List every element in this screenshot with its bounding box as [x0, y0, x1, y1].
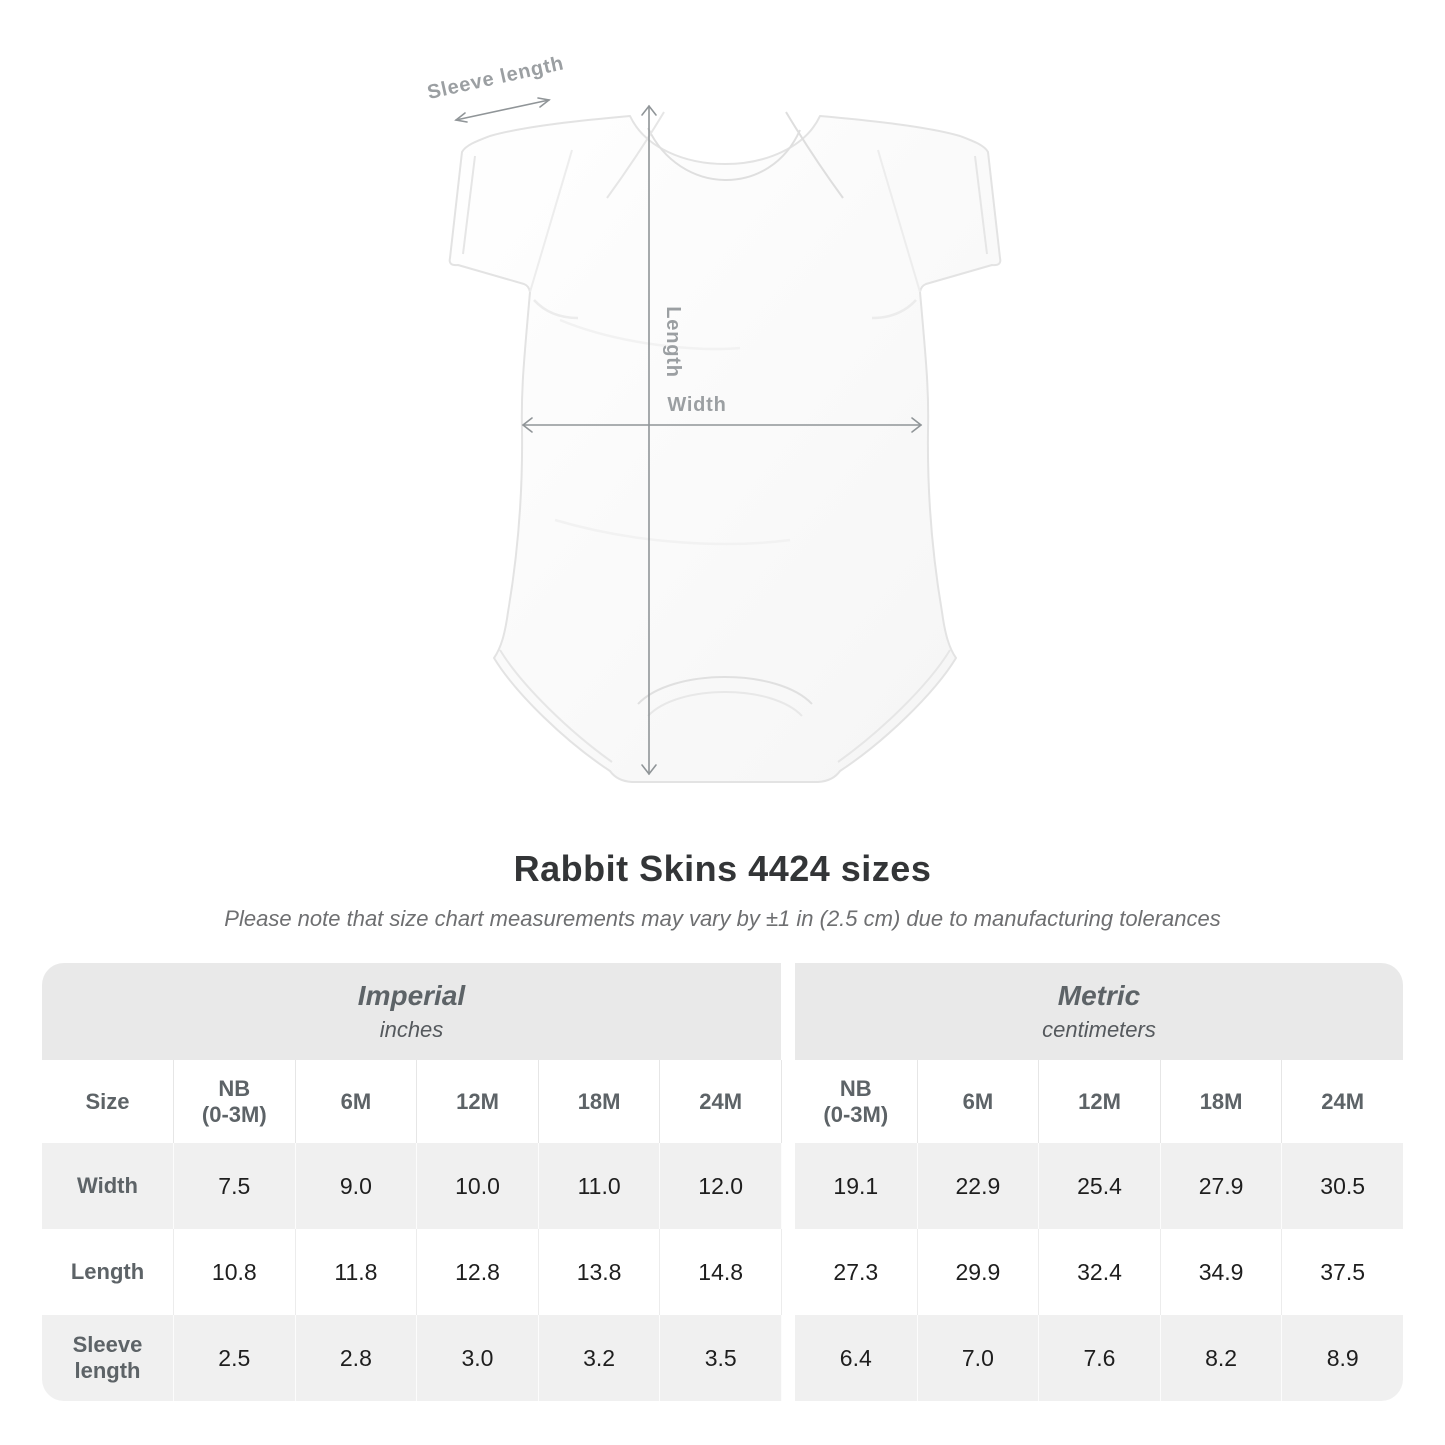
measurement-value: 8.2 — [1159, 1315, 1282, 1401]
left-cuff-band — [462, 155, 476, 255]
infant-bodysuit-drawing — [448, 111, 1002, 783]
measurement-value: 10.0 — [416, 1143, 538, 1229]
col-header-imperial-24m: 24M — [659, 1060, 781, 1143]
measurement-value: 19.1 — [833, 1172, 879, 1199]
imperial-section-header: Imperial inches — [42, 963, 781, 1060]
table-row-length: Length 10.8 11.8 12.8 13.8 14.8 27.3 29.… — [42, 1229, 1403, 1315]
right-armhole-seam — [877, 149, 921, 293]
measurement-value: 13.8 — [537, 1229, 660, 1315]
page-title: Rabbit Skins 4424 sizes — [513, 848, 932, 889]
tolerance-note: Please note that size chart measurements… — [224, 906, 1221, 931]
measurement-value: 32.4 — [1038, 1229, 1160, 1315]
unit-system-row: Imperial inches Metric centimeters — [42, 963, 1403, 1060]
left-leg-binding — [499, 649, 613, 763]
wrinkle-line — [554, 518, 791, 546]
measurement-value: 12.0 — [659, 1143, 781, 1229]
col-header-imperial-18m: 18M — [537, 1060, 660, 1143]
metric-section-header: Metric centimeters — [795, 963, 1403, 1060]
section-divider — [780, 1143, 795, 1229]
measurement-value: 29.9 — [916, 1229, 1039, 1315]
imperial-section-title: Imperial — [357, 980, 466, 1011]
measurement-value: 27.3 — [833, 1258, 879, 1285]
col-header-metric-18m: 18M — [1159, 1060, 1282, 1143]
metric-section-title: Metric — [1057, 980, 1141, 1011]
col-header-imperial-6m: 6M — [294, 1060, 417, 1143]
length-label: Length — [662, 306, 684, 377]
measurement-value: 37.5 — [1281, 1229, 1403, 1315]
col-header-imperial-nb: NB (0-3M) — [173, 1060, 295, 1143]
sleeve-length-label: Sleeve length — [425, 52, 566, 104]
measurement-value: 10.8 — [173, 1229, 295, 1315]
table-row-width: Width 7.5 9.0 10.0 11.0 12.0 19.1 22.9 2… — [42, 1143, 1403, 1229]
measurement-value: 6.4 — [839, 1344, 872, 1371]
measurement-value: 22.9 — [916, 1143, 1039, 1229]
bodysuit-illustration: Sleeve length Length Width — [425, 52, 1002, 783]
armpit-shadow — [871, 299, 917, 320]
left-lap-seam — [606, 111, 665, 199]
left-armhole-seam — [529, 149, 573, 293]
wrinkle-line — [559, 318, 741, 351]
measurement-value: 11.0 — [537, 1143, 660, 1229]
col-header-imperial-12m: 12M — [416, 1060, 538, 1143]
measurement-value: 11.8 — [294, 1229, 417, 1315]
imperial-section-unit: inches — [379, 1017, 444, 1042]
col-header-metric-nb: NB (0-3M) — [823, 1075, 889, 1127]
size-header-row: Size NB (0-3M) 6M 12M 18M 24M NB (0-3M) … — [42, 1060, 1403, 1143]
col-header-metric-12m: 12M — [1038, 1060, 1160, 1143]
col-header-metric-6m: 6M — [916, 1060, 1039, 1143]
measurement-value: 34.9 — [1159, 1229, 1282, 1315]
section-divider — [780, 1229, 795, 1315]
measurement-value: 9.0 — [294, 1143, 417, 1229]
armpit-shadow — [533, 299, 579, 320]
col-header-metric-24m: 24M — [1281, 1060, 1403, 1143]
measurement-value: 12.8 — [416, 1229, 538, 1315]
measurement-value: 7.5 — [173, 1143, 295, 1229]
row-label: Sleeve length — [72, 1332, 143, 1383]
row-label: Width — [77, 1173, 138, 1198]
measurement-value: 3.2 — [537, 1315, 660, 1401]
row-label: Length — [70, 1259, 145, 1284]
measurement-value: 2.8 — [294, 1315, 417, 1401]
crotch-flap-binding-inner — [647, 691, 803, 717]
measurement-value: 7.6 — [1038, 1315, 1160, 1401]
right-cuff-band — [974, 155, 988, 255]
section-divider — [780, 1315, 795, 1401]
crotch-flap-binding-outer — [637, 676, 813, 705]
width-arrow — [521, 417, 923, 433]
section-divider — [780, 1060, 795, 1143]
size-chart-table: Imperial inches Metric centimeters Size … — [42, 963, 1403, 1401]
width-label: Width — [667, 394, 726, 416]
table-row-sleeve-length: Sleeve length 2.5 2.8 3.0 3.2 3.5 6.4 7.… — [42, 1315, 1403, 1401]
right-leg-binding — [837, 649, 951, 763]
measurement-value: 7.0 — [916, 1315, 1039, 1401]
measurement-value: 27.9 — [1159, 1143, 1282, 1229]
sleeve-length-arrow — [454, 97, 551, 123]
measurement-value: 14.8 — [659, 1229, 781, 1315]
measurement-value: 3.5 — [659, 1315, 781, 1401]
measurement-value: 8.9 — [1281, 1315, 1403, 1401]
length-arrow — [641, 104, 657, 776]
section-divider — [781, 963, 795, 1060]
measurement-value: 30.5 — [1281, 1143, 1403, 1229]
measurement-value: 25.4 — [1038, 1143, 1160, 1229]
metric-section-unit: centimeters — [1042, 1017, 1156, 1042]
bodysuit-outline — [448, 115, 1002, 783]
neckline-binding — [647, 127, 801, 181]
size-corner-header: Size — [85, 1088, 130, 1114]
measurement-value: 2.5 — [173, 1315, 295, 1401]
right-lap-seam — [785, 111, 844, 199]
measurement-value: 3.0 — [416, 1315, 538, 1401]
